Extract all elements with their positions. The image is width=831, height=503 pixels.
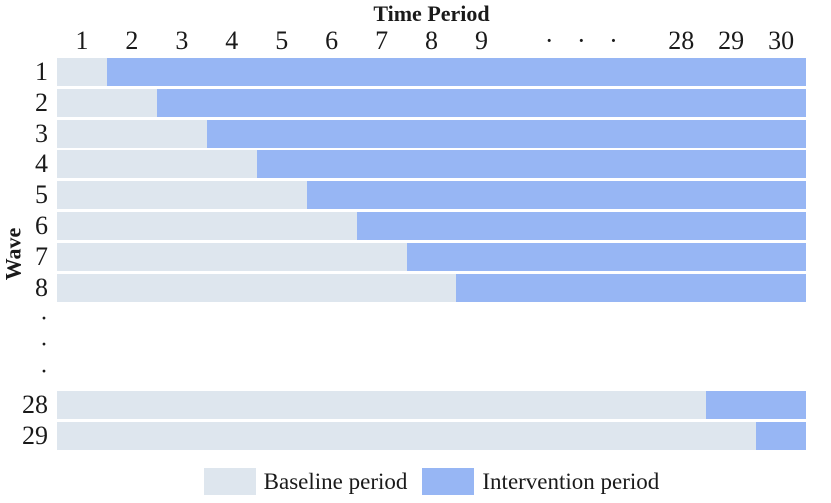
wave-label: 4 bbox=[35, 149, 48, 179]
wave-break-dot-row: · bbox=[0, 332, 831, 359]
legend-label: Intervention period bbox=[482, 468, 660, 494]
wave-row-2: 2 bbox=[0, 87, 831, 117]
x-tick-1: 1 bbox=[75, 26, 89, 55]
x-axis: 1 2 3 4 5 6 7 8 9 · · · 28 29 30 bbox=[57, 27, 806, 54]
legend-item-intervention: Intervention period bbox=[422, 467, 660, 495]
x-tick-30: 30 bbox=[768, 26, 795, 55]
intervention-swatch bbox=[422, 467, 475, 495]
intervention-segment bbox=[106, 58, 806, 86]
wave-break-dot-row: · bbox=[0, 305, 831, 332]
x-tick-8: 8 bbox=[425, 26, 439, 55]
plot-area: Wave 1 2 3 4 5 6 7 8 · · · 28 29 bbox=[0, 58, 831, 450]
wave-label: 2 bbox=[35, 87, 48, 117]
baseline-segment bbox=[57, 421, 757, 450]
baseline-segment bbox=[57, 58, 107, 86]
rows-container: 1 2 3 4 5 6 7 8 · · · 28 29 bbox=[0, 58, 831, 450]
wave-label: 29 bbox=[22, 420, 48, 450]
wave-row-7: 7 bbox=[0, 241, 831, 271]
baseline-swatch bbox=[203, 467, 256, 495]
wave-break-dot: · bbox=[40, 359, 48, 386]
legend-label: Baseline period bbox=[263, 468, 408, 494]
wave-break-dot-row: · bbox=[0, 359, 831, 386]
x-tick-2: 2 bbox=[125, 26, 139, 55]
baseline-segment bbox=[57, 211, 357, 240]
wave-row-1: 1 bbox=[0, 58, 831, 86]
wave-bar bbox=[57, 242, 806, 271]
wave-row-5: 5 bbox=[0, 180, 831, 210]
wave-row-8: 8 bbox=[0, 272, 831, 302]
x-tick-5: 5 bbox=[275, 26, 289, 55]
intervention-segment bbox=[756, 421, 806, 450]
baseline-segment bbox=[57, 273, 457, 302]
wave-bar bbox=[57, 273, 806, 302]
x-tick-4: 4 bbox=[225, 26, 239, 55]
legend: Baseline period Intervention period bbox=[57, 467, 806, 495]
x-tick-6: 6 bbox=[325, 26, 339, 55]
x-tick-28: 28 bbox=[668, 26, 695, 55]
wave-row-4: 4 bbox=[0, 149, 831, 179]
baseline-segment bbox=[57, 391, 707, 420]
x-tick-3: 3 bbox=[175, 26, 189, 55]
intervention-segment bbox=[406, 242, 806, 271]
wave-bar bbox=[57, 181, 806, 210]
wave-label: 8 bbox=[35, 272, 48, 302]
intervention-segment bbox=[356, 211, 806, 240]
wave-break-dot: · bbox=[40, 332, 48, 359]
wave-bar bbox=[57, 421, 806, 450]
wave-label: 3 bbox=[35, 118, 48, 148]
wave-row-29: 29 bbox=[0, 420, 831, 450]
baseline-segment bbox=[57, 242, 407, 271]
x-tick-29: 29 bbox=[718, 26, 745, 55]
baseline-segment bbox=[57, 150, 257, 179]
wave-bar bbox=[57, 211, 806, 240]
wave-bar bbox=[57, 150, 806, 179]
wave-label: 1 bbox=[35, 57, 48, 86]
x-tick-9: 9 bbox=[474, 26, 488, 55]
baseline-segment bbox=[57, 181, 307, 210]
wave-label: 28 bbox=[22, 390, 48, 420]
intervention-segment bbox=[206, 119, 806, 148]
x-axis-break-dots: · · · bbox=[544, 26, 618, 55]
legend-item-baseline: Baseline period bbox=[203, 467, 408, 495]
intervention-segment bbox=[456, 273, 806, 302]
wave-bar bbox=[57, 88, 806, 117]
wave-bar bbox=[57, 391, 806, 420]
wave-break-dot: · bbox=[40, 305, 48, 332]
wave-label: 5 bbox=[35, 180, 48, 210]
wave-label: 7 bbox=[35, 241, 48, 271]
wave-row-6: 6 bbox=[0, 210, 831, 240]
wave-bar bbox=[57, 119, 806, 148]
wave-bar bbox=[57, 58, 806, 86]
baseline-segment bbox=[57, 119, 207, 148]
intervention-segment bbox=[306, 181, 806, 210]
wave-row-3: 3 bbox=[0, 118, 831, 148]
x-axis-title: Time Period bbox=[373, 1, 490, 26]
intervention-segment bbox=[706, 391, 806, 420]
baseline-segment bbox=[57, 88, 157, 117]
wave-row-28: 28 bbox=[0, 390, 831, 420]
intervention-segment bbox=[156, 88, 806, 117]
intervention-segment bbox=[256, 150, 806, 179]
x-tick-7: 7 bbox=[375, 26, 389, 55]
wave-label: 6 bbox=[35, 210, 48, 240]
